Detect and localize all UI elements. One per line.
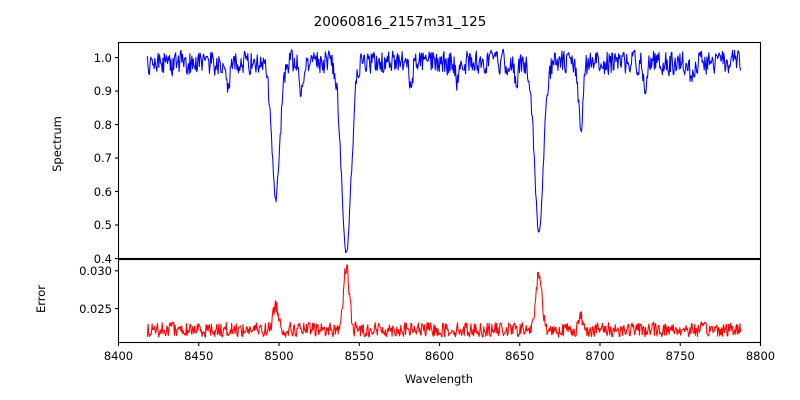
spectrum-series	[146, 48, 742, 254]
xtick-3: 8550	[344, 348, 374, 363]
xtick-8: 8800	[745, 348, 776, 363]
x-axis-label: Wavelength	[404, 372, 474, 386]
xtick-1: 8450	[184, 348, 214, 363]
xtick-7: 8750	[665, 348, 695, 363]
error-series	[146, 264, 742, 338]
ytick-spectrum-3: 0.7	[93, 151, 112, 166]
ytick-spectrum-6: 1.0	[93, 50, 112, 65]
ytick-spectrum-1: 0.5	[93, 218, 112, 232]
xtick-2: 8500	[264, 348, 294, 363]
ytick-spectrum-5: 0.9	[93, 84, 112, 99]
ytick-error-0: 0.025	[79, 301, 112, 316]
chart-title: 20060816_2157m31_125	[313, 14, 487, 30]
xtick-0: 8400	[103, 348, 134, 363]
ytick-spectrum-2: 0.6	[93, 184, 112, 199]
xtick-4: 8600	[424, 348, 455, 363]
ytick-spectrum-4: 0.8	[93, 117, 112, 132]
ytick-spectrum-0: 0.4	[93, 251, 112, 266]
ytick-error-1: 0.030	[79, 263, 112, 278]
xtick-6: 8700	[585, 348, 615, 363]
xtick-5: 8650	[505, 348, 535, 363]
